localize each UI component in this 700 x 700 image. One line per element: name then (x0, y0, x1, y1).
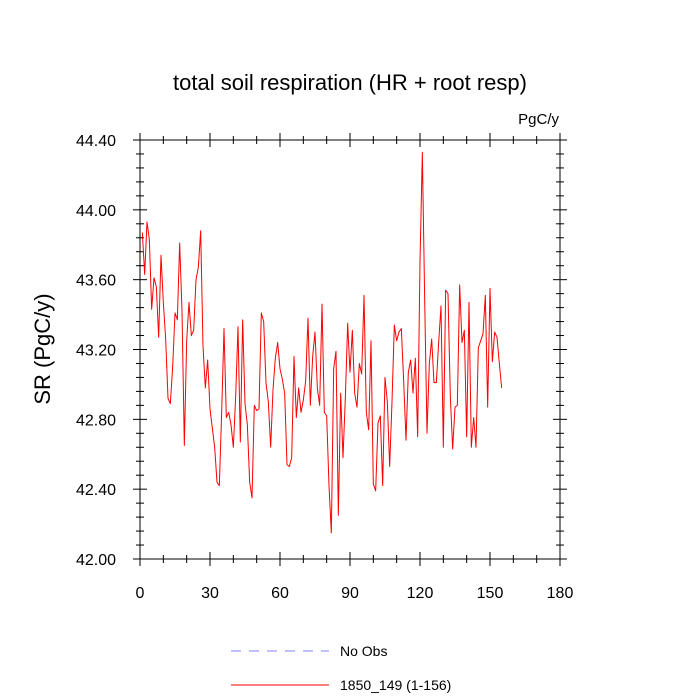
y-tick-label: 42.80 (76, 412, 116, 429)
y-tick-label: 42.00 (76, 552, 116, 569)
y-axis-label: SR (PgC/y) (30, 293, 55, 404)
y-tick-label: 43.60 (76, 273, 116, 290)
legend-label: No Obs (340, 643, 387, 659)
x-tick-label: 120 (407, 585, 434, 602)
y-tick-label: 42.40 (76, 482, 116, 499)
series-lines (141, 151, 503, 534)
x-tick-label: 0 (136, 585, 145, 602)
y-tick-label: 43.20 (76, 343, 116, 360)
y-tick-label: 44.00 (76, 203, 116, 220)
legend: No Obs 1850_149 (1-156) (231, 643, 451, 693)
axis-tick-labels: 0 30 60 90 120 150 180 42.00 42.40 42.80 43.20 43.6… (76, 133, 573, 602)
y-tick-label: 44.40 (76, 133, 116, 150)
x-tick-label: 150 (477, 585, 504, 602)
axis-ticks (133, 133, 567, 566)
x-tick-label: 90 (341, 585, 359, 602)
x-tick-label: 180 (547, 585, 574, 602)
x-tick-label: 60 (271, 585, 289, 602)
chart-title: total soil respiration (HR + root resp) (173, 70, 527, 95)
legend-label: 1850_149 (1-156) (340, 677, 451, 693)
units-label: PgC/y (518, 111, 559, 128)
x-tick-label: 30 (201, 585, 219, 602)
series-line-1850-149-1-156- (141, 151, 503, 534)
